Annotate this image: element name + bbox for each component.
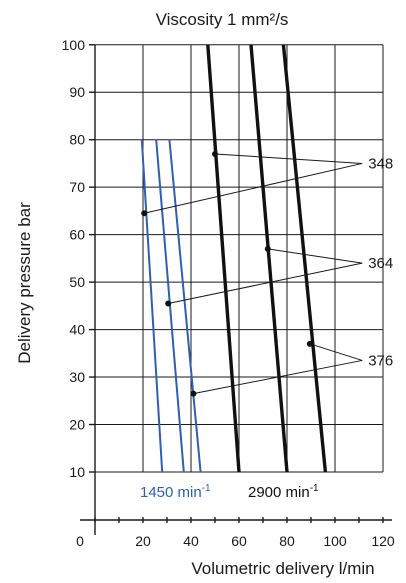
x-tick-label: 100 <box>323 533 347 549</box>
callout-point-348 <box>141 210 148 217</box>
y-tick-label: 40 <box>69 322 85 338</box>
callout-point-376 <box>306 340 313 347</box>
callout-label-364: 364 <box>368 255 393 272</box>
series-line-364-2900 <box>249 44 289 473</box>
speed-label-text: 1450 min <box>140 484 202 501</box>
x-tick-label: 0 <box>76 533 84 549</box>
callout-line-376 <box>193 359 363 395</box>
series-line-348-2900 <box>206 44 241 473</box>
speed-labels: 1450 min-1 2900 min-1 <box>140 483 319 501</box>
x-axis-label: Volumetric delivery l/min <box>191 559 374 578</box>
callout-line-348 <box>214 153 363 164</box>
callout-point-364 <box>264 245 271 252</box>
callouts: 348 364 376 <box>141 150 393 397</box>
series-line-376-1450 <box>168 139 202 473</box>
series-line-348-1450 <box>140 139 164 473</box>
x-tick-label: 120 <box>371 533 395 549</box>
callout-point-348 <box>212 150 218 157</box>
series-line-376-2900 <box>281 44 328 473</box>
x-tick-label: 40 <box>183 533 199 549</box>
series-layer <box>140 44 328 473</box>
y-tick-label: 70 <box>69 179 85 195</box>
x-tick-label: 80 <box>279 533 295 549</box>
callout-point-364 <box>165 300 172 307</box>
y-tick-label: 30 <box>69 369 85 385</box>
y-tick-label: 90 <box>69 84 85 100</box>
callout-label-376: 376 <box>368 352 393 369</box>
callout-point-376 <box>190 390 197 397</box>
speed-label-text: 2900 min <box>248 484 310 501</box>
callout-label-348: 348 <box>368 155 393 172</box>
axis-layer <box>80 44 392 535</box>
y-tick-label: 80 <box>69 132 85 148</box>
x-tick-label: 60 <box>231 533 247 549</box>
grid-layer <box>95 44 384 473</box>
tick-labels: 0 20 40 60 80 100 120 10 20 30 40 50 60 70 80 90 100 <box>62 37 395 549</box>
callout-line-376 <box>309 343 363 361</box>
y-tick-label: 20 <box>69 417 85 433</box>
callout-line-364 <box>267 248 363 264</box>
speed-label-1: 2900 min-1 <box>248 483 319 501</box>
y-tick-label: 10 <box>69 464 85 480</box>
speed-label-superscript: -1 <box>202 483 211 494</box>
callout-line-348 <box>144 162 363 214</box>
y-tick-label: 50 <box>69 274 85 290</box>
y-axis-label: Delivery pressure bar <box>15 202 34 364</box>
speed-label-superscript: -1 <box>310 483 319 494</box>
x-tick-label: 20 <box>135 533 151 549</box>
speed-label-0: 1450 min-1 <box>140 483 211 501</box>
chart-title: Viscosity 1 mm²/s <box>156 10 289 29</box>
y-tick-label: 100 <box>62 37 86 53</box>
y-tick-label: 60 <box>69 227 85 243</box>
callout-line-364 <box>168 262 363 304</box>
